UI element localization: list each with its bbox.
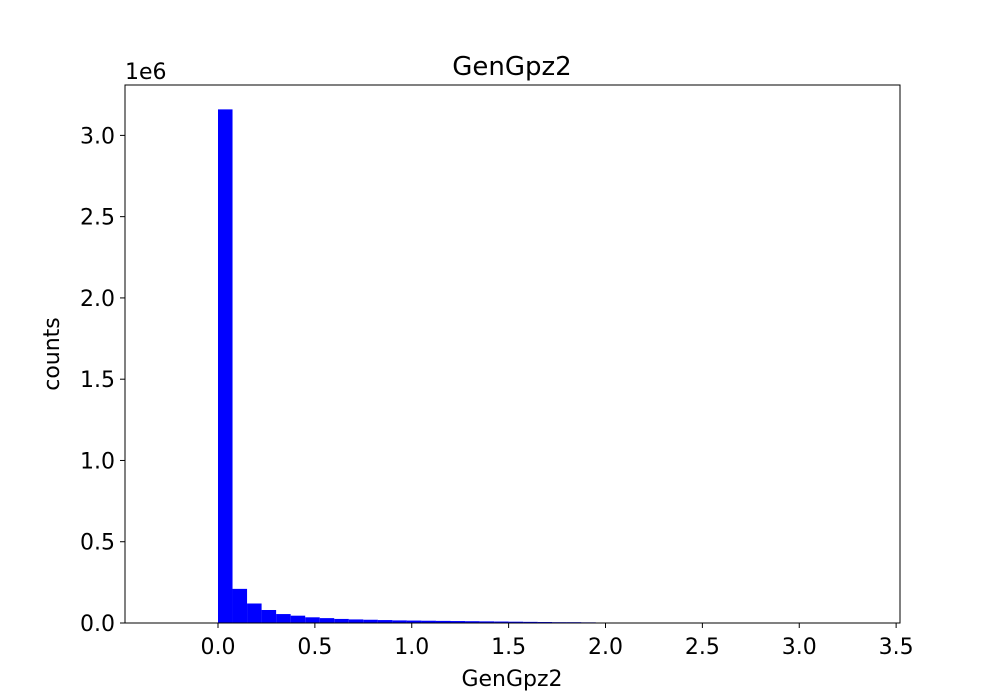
histogram-bar	[363, 619, 378, 623]
plot-frame	[124, 84, 901, 624]
x-tick-label: 1.0	[394, 635, 429, 660]
histogram-bar	[421, 620, 436, 623]
y-tick-label: 0.0	[80, 612, 115, 637]
histogram-bar	[406, 620, 422, 623]
chart-title: GenGpz2	[452, 52, 571, 82]
histogram-bar	[508, 621, 524, 623]
histogram-bar	[305, 617, 320, 623]
y-offset-label: 1e6	[125, 60, 167, 85]
x-tick-label: 3.5	[879, 635, 914, 660]
histogram-bar	[435, 620, 451, 623]
x-tick-label: 3.0	[782, 635, 817, 660]
x-tick-label: 0.5	[297, 635, 332, 660]
x-axis-title: GenGpz2	[461, 667, 562, 692]
histogram-bar	[232, 588, 248, 623]
histogram-bar	[392, 620, 407, 623]
x-tick-label: 2.0	[588, 635, 623, 660]
y-tick-label: 0.5	[80, 531, 115, 556]
histogram-bar	[247, 603, 262, 623]
histogram-bar	[479, 621, 495, 623]
y-tick-label: 3.0	[80, 124, 115, 149]
histogram-bar	[319, 618, 335, 623]
histogram-bar	[465, 621, 480, 623]
x-tick-label: 0.0	[201, 635, 236, 660]
x-tick-label: 1.5	[491, 635, 526, 660]
histogram-bar	[523, 621, 538, 623]
histogram-bar	[218, 109, 233, 623]
y-tick-label: 2.0	[80, 287, 115, 312]
histogram-bar	[377, 620, 393, 623]
x-axis: 0.0 0.5 1.0 1.5 2.0 2.5 3.0 3.5	[201, 623, 914, 660]
histogram-bar	[276, 614, 291, 623]
y-axis: 0.0 0.5 1.0 1.5 2.0 2.5 3.0	[80, 124, 125, 637]
histogram-bar	[261, 609, 277, 623]
histogram-bar	[334, 618, 349, 623]
y-axis-title: counts	[40, 317, 65, 391]
x-tick-label: 2.5	[685, 635, 720, 660]
histogram-bar	[450, 621, 466, 623]
histogram-bar	[494, 621, 509, 623]
histogram-bar	[290, 615, 306, 623]
y-tick-label: 1.0	[80, 449, 115, 474]
y-tick-label: 2.5	[80, 206, 115, 231]
y-tick-label: 1.5	[80, 368, 115, 393]
histogram-bars	[218, 109, 611, 623]
histogram-bar	[348, 619, 364, 623]
